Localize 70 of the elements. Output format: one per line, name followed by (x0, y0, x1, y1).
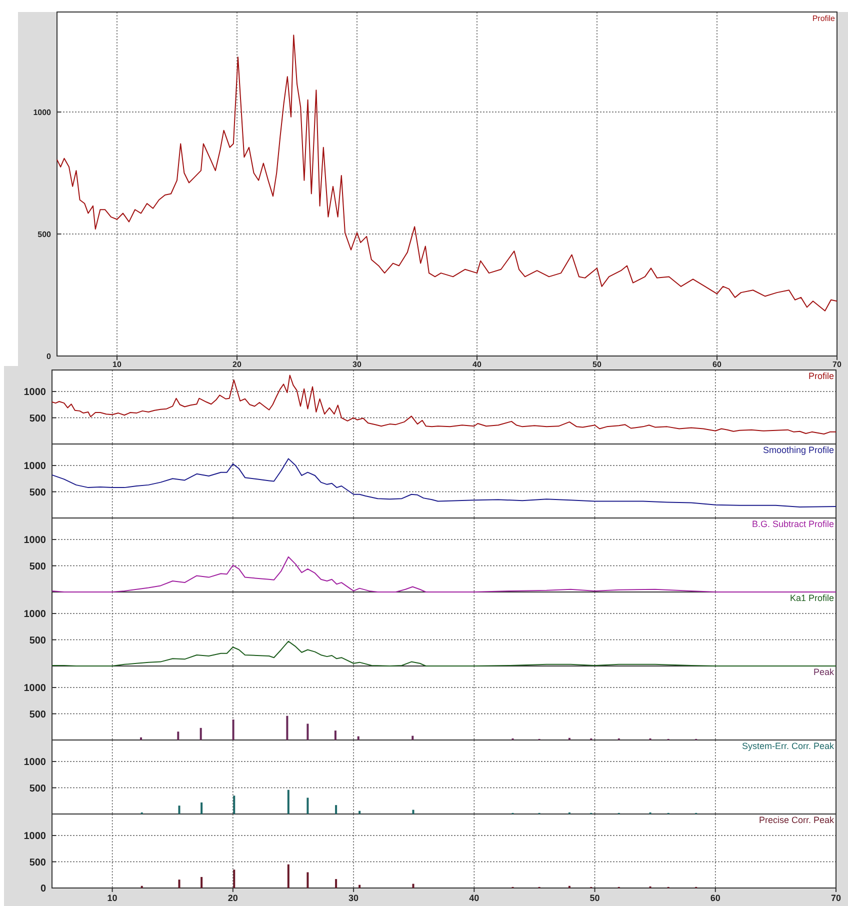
y-tick-label: 1000 (24, 387, 46, 398)
y-tick-label: 1000 (24, 535, 46, 546)
bar (306, 798, 309, 814)
x-tick-label: 20 (228, 893, 238, 903)
bar (412, 884, 414, 888)
text: Smoothing Profile (762, 445, 834, 455)
x-tick-label: 50 (590, 893, 600, 903)
y-tick-label: 500 (29, 635, 46, 646)
x-tick-label: 30 (348, 893, 359, 903)
bar (335, 805, 338, 814)
bar (412, 736, 414, 740)
bar (287, 790, 290, 814)
y-tick-label: 500 (29, 487, 46, 498)
bar (178, 880, 180, 888)
bar (140, 737, 142, 740)
y-tick-label: 500 (29, 783, 46, 794)
x-tick-label: 70 (830, 893, 842, 903)
bar (306, 724, 309, 740)
x-tick-label: 20 (232, 360, 242, 369)
x-tick-label: 10 (107, 893, 118, 903)
x-tick-label: 40 (469, 893, 480, 903)
y-tick-label: 1000 (33, 108, 52, 117)
text: Precise Corr. Peak (758, 815, 834, 825)
x-tick-label: 30 (352, 360, 362, 369)
y-tick-label: 1000 (24, 461, 46, 472)
y-tick-label: 500 (29, 857, 46, 868)
bar (177, 732, 180, 740)
y-tick-label: 500 (29, 413, 46, 424)
text: System-Err. Corr. Peak (742, 741, 834, 751)
y-tick-label: 0 (46, 352, 52, 361)
bar (412, 810, 414, 814)
y-tick-label: 1000 (24, 683, 46, 694)
bar (200, 728, 202, 740)
x-tick-label: 70 (832, 360, 842, 369)
text: Profile (812, 14, 836, 23)
text: Ka1 Profile (790, 593, 834, 603)
text: Profile (808, 371, 834, 381)
y-tick-label: 500 (29, 709, 46, 720)
bar (335, 879, 338, 888)
y-tick-label: 1000 (24, 757, 46, 768)
text: B.G. Subtract Profile (752, 519, 834, 529)
line-series (52, 458, 836, 508)
y-tick-label: 1000 (24, 609, 46, 620)
bar (287, 864, 290, 888)
x-tick-label: 50 (592, 360, 602, 369)
x-tick-label: 60 (710, 893, 720, 903)
y-tick-label: 500 (29, 561, 46, 572)
bar (232, 720, 234, 740)
y-tick-label: 0 (40, 884, 46, 894)
x-tick-label: 10 (112, 360, 122, 369)
text: Peak (813, 667, 834, 677)
bar (233, 796, 236, 814)
bar (233, 870, 236, 888)
bar (306, 872, 309, 888)
line-series (56, 34, 838, 312)
line-series (52, 640, 836, 666)
bar (286, 716, 288, 740)
bar (200, 876, 203, 888)
bar (358, 884, 361, 888)
x-tick-label: 60 (712, 360, 722, 369)
line-series (52, 556, 836, 592)
bar (334, 730, 336, 740)
bar (358, 810, 361, 814)
line-series (52, 374, 836, 435)
x-tick-label: 40 (472, 360, 482, 369)
y-tick-label: 500 (38, 230, 52, 239)
bar (178, 806, 180, 814)
bar (200, 802, 203, 814)
bar (357, 736, 360, 740)
y-tick-label: 1000 (24, 831, 46, 842)
